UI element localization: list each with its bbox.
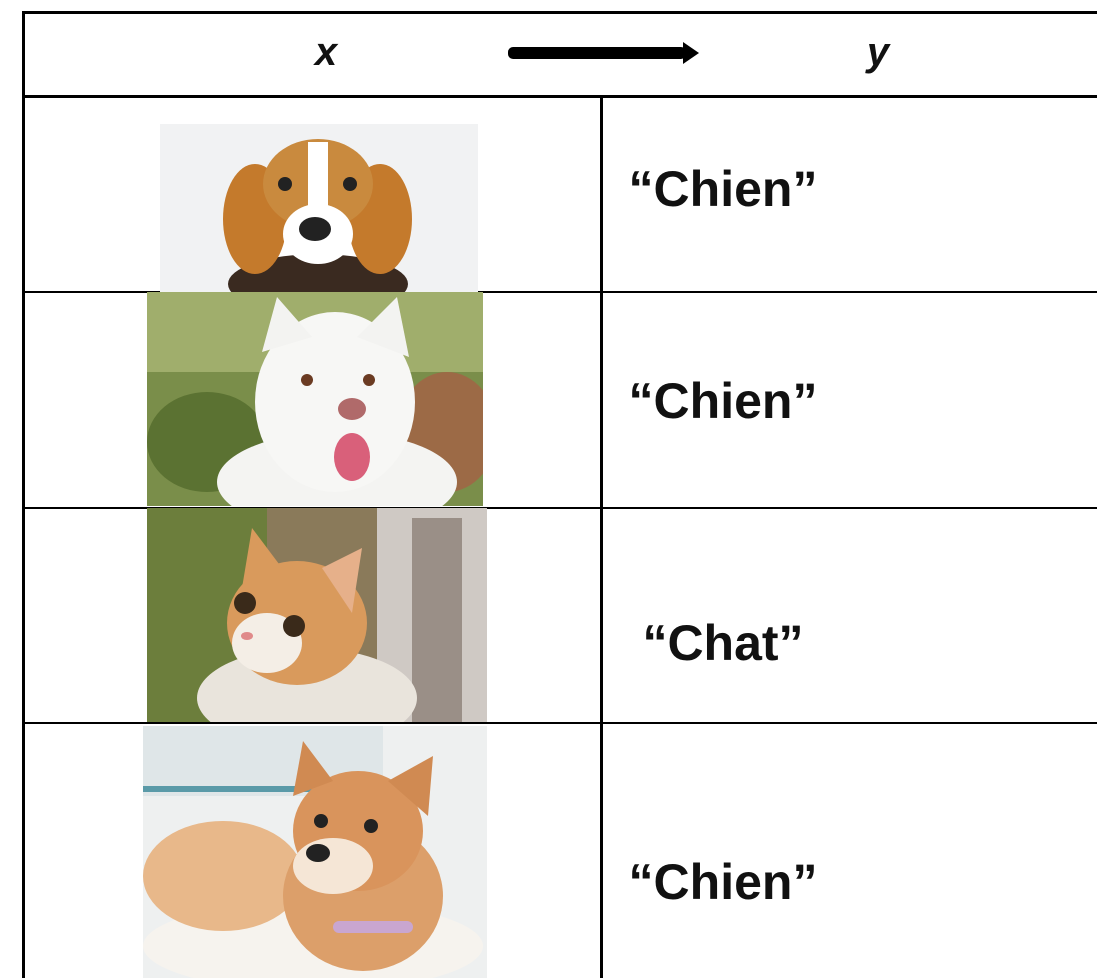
row-label: “Chien” bbox=[628, 373, 818, 429]
table-border-top bbox=[22, 11, 1097, 14]
row-label: “Chien” bbox=[628, 161, 818, 217]
row-divider bbox=[22, 507, 1097, 509]
row-divider bbox=[22, 722, 1097, 724]
table-border-left bbox=[22, 11, 25, 978]
row-divider bbox=[22, 291, 1097, 293]
header-divider bbox=[22, 95, 1097, 98]
cat-image bbox=[147, 508, 487, 722]
row-label: “Chien” bbox=[628, 854, 818, 910]
dog-image bbox=[160, 124, 478, 292]
dog-image bbox=[147, 292, 483, 506]
column-divider bbox=[600, 96, 603, 978]
header-x: x bbox=[314, 30, 338, 74]
dog-image bbox=[143, 726, 487, 978]
arrow bbox=[508, 42, 699, 64]
row-label: “Chat” bbox=[642, 615, 804, 671]
header-y: y bbox=[866, 30, 890, 74]
